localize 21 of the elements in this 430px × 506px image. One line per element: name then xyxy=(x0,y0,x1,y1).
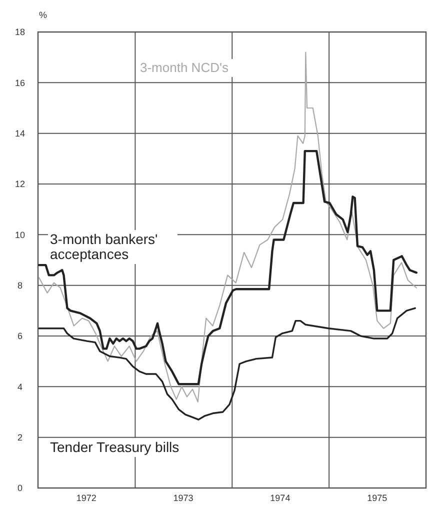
line-series xyxy=(38,150,418,386)
x-tick-label: 1972 xyxy=(76,493,96,503)
series-label: 3-month bankers' acceptances xyxy=(50,231,158,262)
y-axis-title: % xyxy=(39,10,48,20)
series-label: Tender Treasury bills xyxy=(50,439,180,455)
x-tick-label: 1975 xyxy=(367,493,388,503)
line-series xyxy=(38,307,416,420)
x-tick-label: 1974 xyxy=(270,493,290,503)
y-tick-label: 8 xyxy=(17,280,23,290)
x-tick-label: 1973 xyxy=(173,493,194,503)
text: 3-month NCD's xyxy=(140,60,229,75)
y-tick-label: 2 xyxy=(17,432,23,442)
y-tick-label: 18 xyxy=(14,27,26,38)
y-tick-label: 4 xyxy=(17,382,23,392)
y-tick-label: 12 xyxy=(14,179,26,190)
line-series xyxy=(38,52,417,402)
y-tick-label: 10 xyxy=(14,230,26,240)
y-tick-label: 6 xyxy=(17,331,23,342)
y-tick-label: 0 xyxy=(17,483,23,494)
y-tick-label: 16 xyxy=(14,78,26,88)
y-tick-label: 14 xyxy=(14,128,26,138)
